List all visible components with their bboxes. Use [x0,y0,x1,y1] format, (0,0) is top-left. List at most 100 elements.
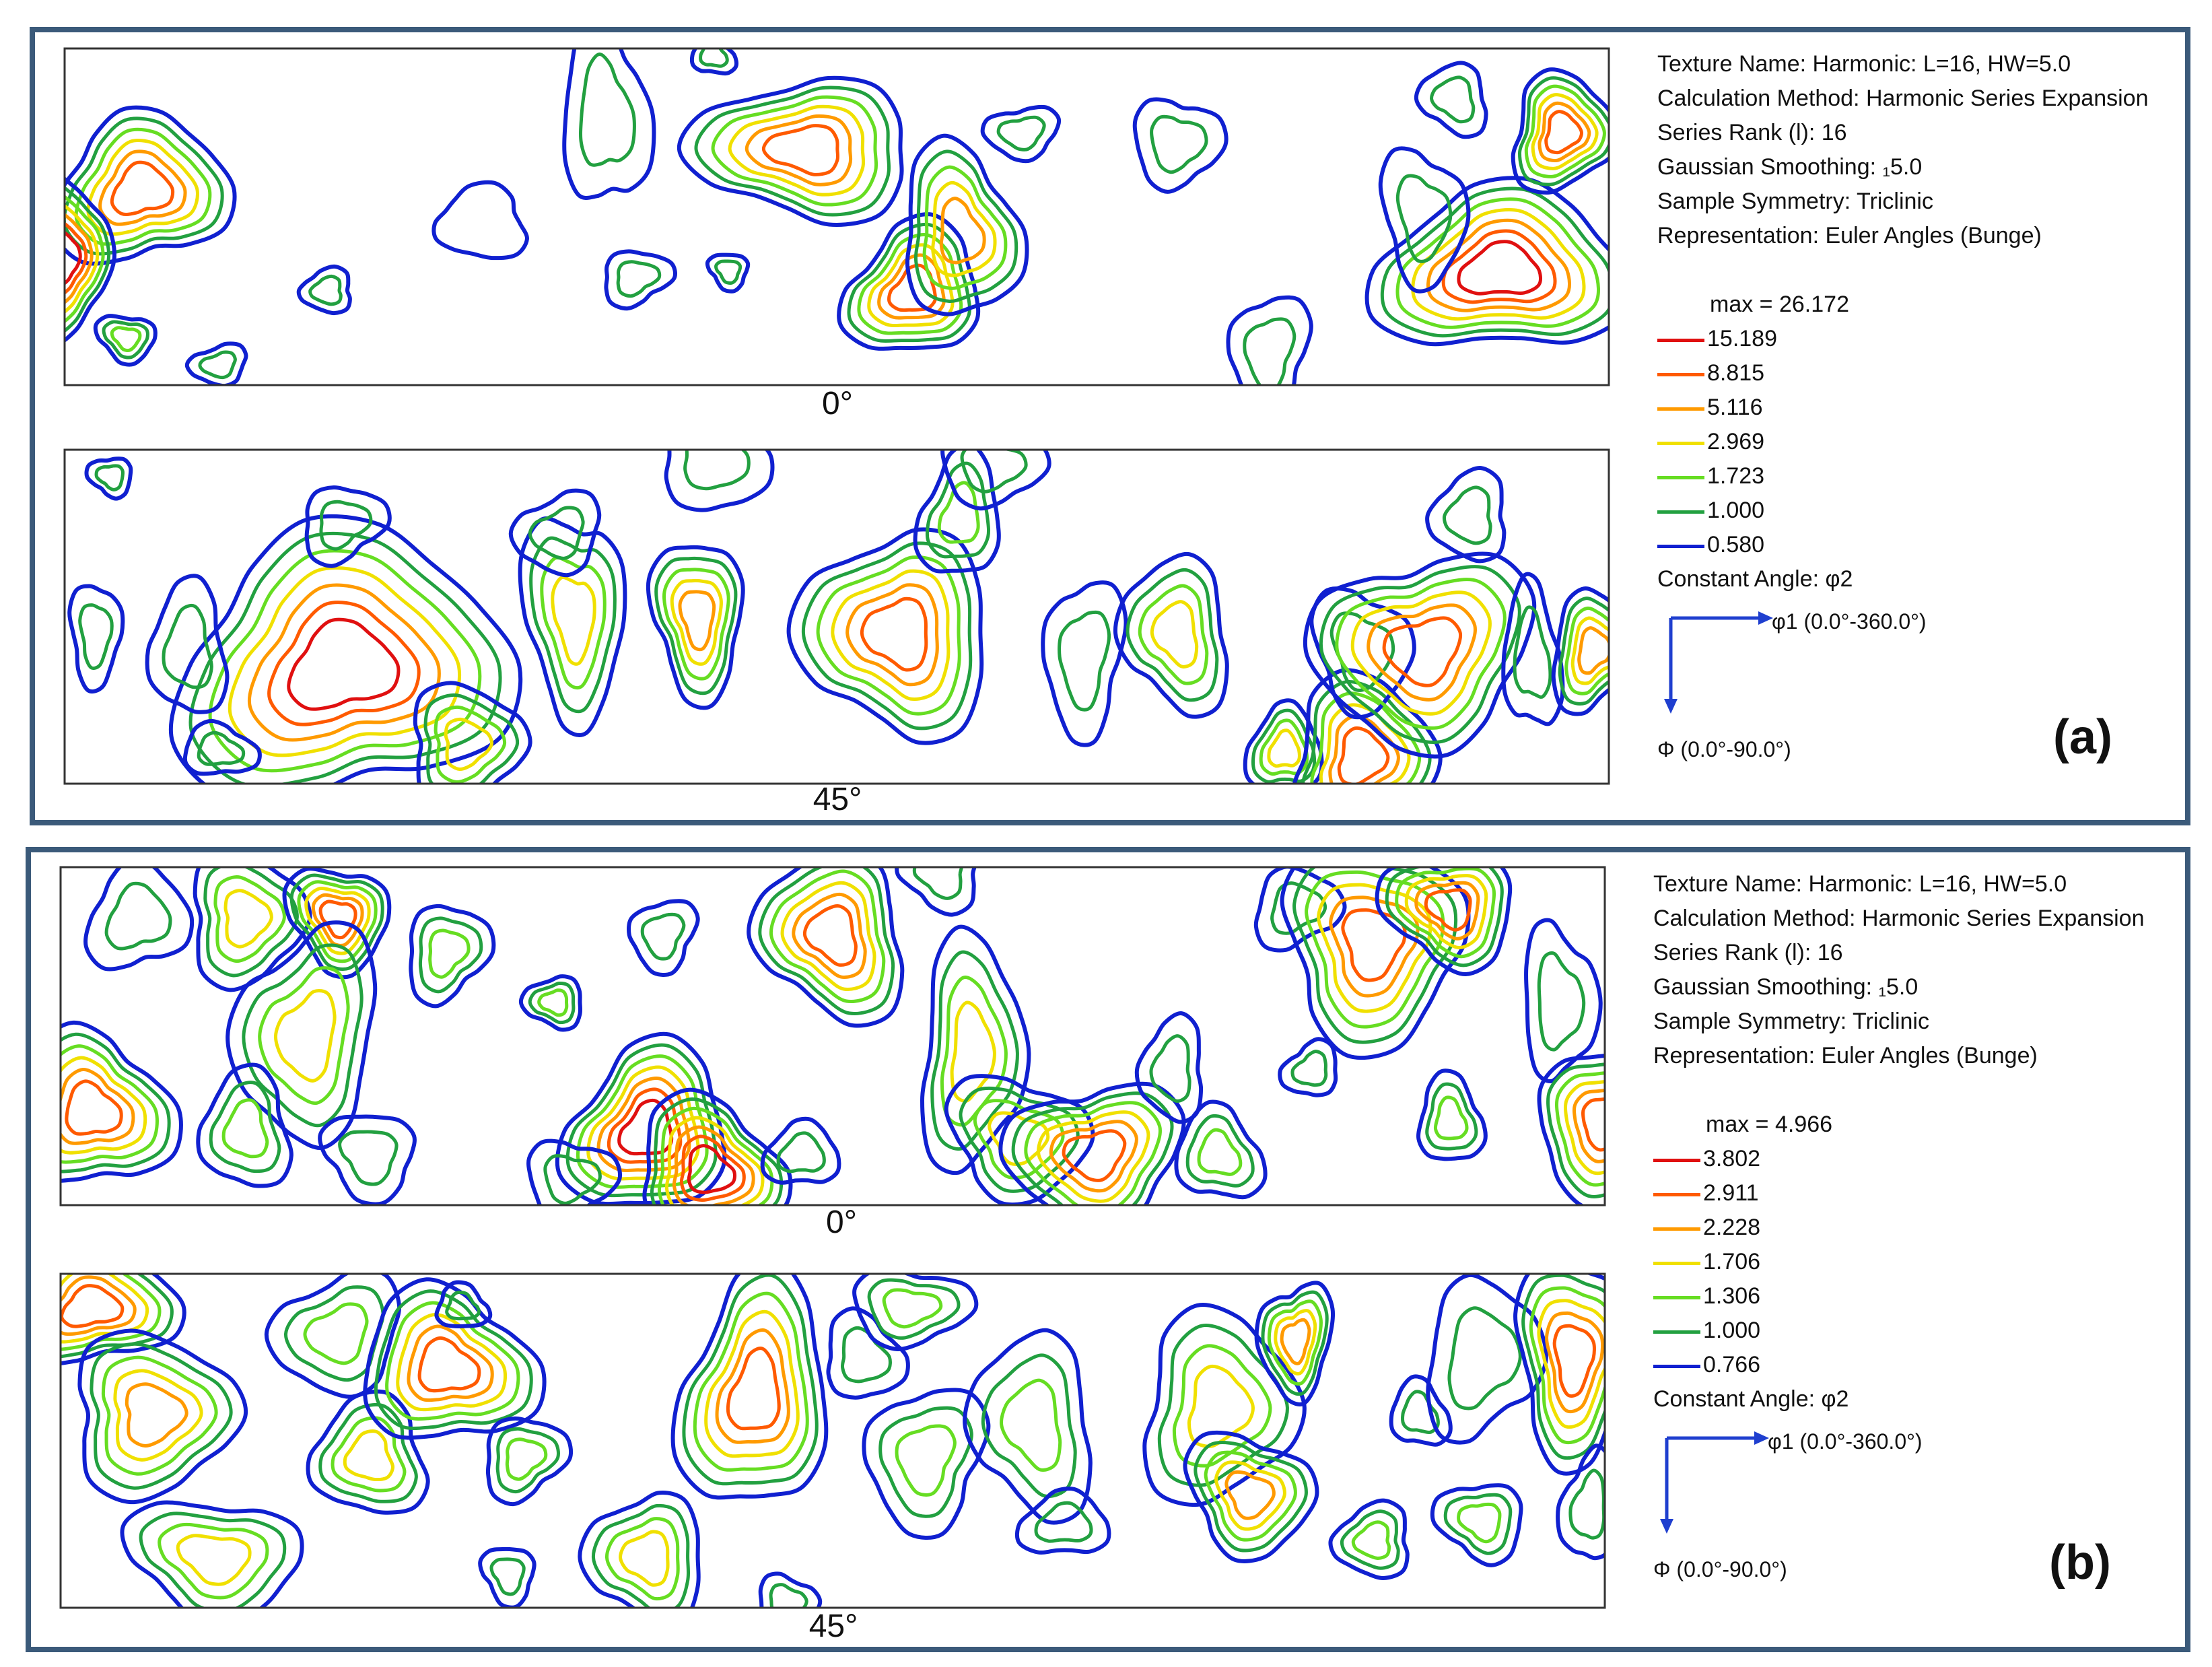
contour-line [396,1313,507,1412]
contour-line [1150,600,1199,669]
contour-line [102,320,149,360]
contour-line [683,450,751,491]
contour-line [1172,1344,1272,1468]
contour-line [937,481,980,544]
legend-level-1: 3.802 [1653,1142,2144,1176]
section-border [59,866,1606,1206]
contour-line [650,1097,784,1205]
contour-line [296,264,352,316]
contour-line [495,1427,560,1494]
contour-line [1375,867,1513,976]
contour-line [1292,668,1443,784]
contour-line [528,506,585,560]
legend-level-7: 0.580 [1657,528,2148,562]
contour-line [1443,1493,1513,1555]
contour-line [1290,1050,1328,1087]
contour-line [694,86,891,217]
contour-line [677,75,904,227]
info-representation: Representation: Euler Angles (Bunge) [1657,223,2042,248]
contour-line [65,185,111,333]
contour-line [1041,580,1128,747]
contour-line [78,603,114,671]
contour-line [845,583,939,687]
info-representation: Representation: Euler Angles (Bunge) [1653,1043,2038,1068]
info-series-rank: Series Rank (l): 16 [1653,940,1843,965]
contour-line [657,1106,774,1205]
contour-line [1430,75,1476,124]
contour-line [65,230,82,285]
legend-level-4: 1.706 [1653,1245,2144,1279]
contour-line [826,1306,910,1400]
contour-line [444,717,494,772]
contour-line [555,1031,727,1205]
contour-line [960,450,1028,494]
contour-line [145,574,230,714]
contour-line [1552,1324,1596,1398]
contour-line [418,916,483,994]
contour-line [101,1355,218,1476]
contour-line [715,1328,790,1444]
contour-line [1564,606,1609,695]
section-label-b-45: 45° [808,1608,858,1644]
contour-line [86,139,199,236]
contour-line [1457,1502,1502,1544]
contour-line [920,924,1031,1176]
contour-line [1517,76,1609,186]
contour-line [604,1517,680,1601]
contour-line [1049,1120,1138,1193]
contour-line [882,1288,943,1329]
contour-line [1024,1101,1162,1205]
contour-line [852,1274,979,1352]
contour-line [930,950,1019,1151]
contour-line [338,1130,399,1186]
info-sample-symmetry: Sample Symmetry: Triclinic [1657,189,1933,214]
contour-line [1554,1071,1605,1187]
contour-line [860,597,928,672]
contour-line [682,1274,819,1486]
contour-line [1546,1062,1605,1198]
contour-line [912,867,963,900]
contour-line [1513,605,1552,699]
contour-line [940,450,1051,511]
contour-line [1425,466,1507,564]
contour-line [714,259,742,285]
contour-line [65,176,116,343]
contour-line [940,976,1008,1127]
contour-line [319,500,373,551]
contour-line [445,1290,481,1321]
contour-line [1261,1290,1329,1396]
contour-line [1267,1299,1323,1386]
contour-line [1395,867,1496,959]
contour-line [664,450,775,512]
contour-line [745,114,853,186]
contour-line [847,222,971,343]
contour-line [110,160,175,217]
odf-section-a-45 [63,448,1610,785]
contour-line [1457,240,1543,296]
contour-line [944,1074,1095,1205]
contour-line [654,556,738,695]
contour-line [1581,1097,1605,1152]
info-calculation-method: Calculation Method: Harmonic Series Expa… [1653,906,2145,931]
contour-line [139,1511,287,1608]
contour-line [1350,590,1492,716]
contour-line [758,867,895,1015]
contour-line [1132,97,1229,194]
contour-line [1253,867,1347,953]
info-series-rank: Series Rank (l): 16 [1657,120,1847,145]
odf-map-b [59,866,1606,1609]
contour-line [1259,718,1309,776]
contour-line [528,981,576,1025]
contour-line [711,95,878,207]
contour-line [61,1056,147,1155]
panel-b: 0° 45° Texture Name: Harmonic: L=16, HW=… [26,847,2190,1652]
contour-line [1572,1088,1605,1163]
contour-line [963,1328,1093,1525]
contour-line [61,1274,162,1351]
contour-line [1113,551,1229,719]
contour-line [1380,186,1609,338]
contour-line [537,988,569,1017]
contour-line [1531,93,1599,170]
contour-line [61,1275,137,1336]
legend-level-1: 15.189 [1657,322,2148,356]
